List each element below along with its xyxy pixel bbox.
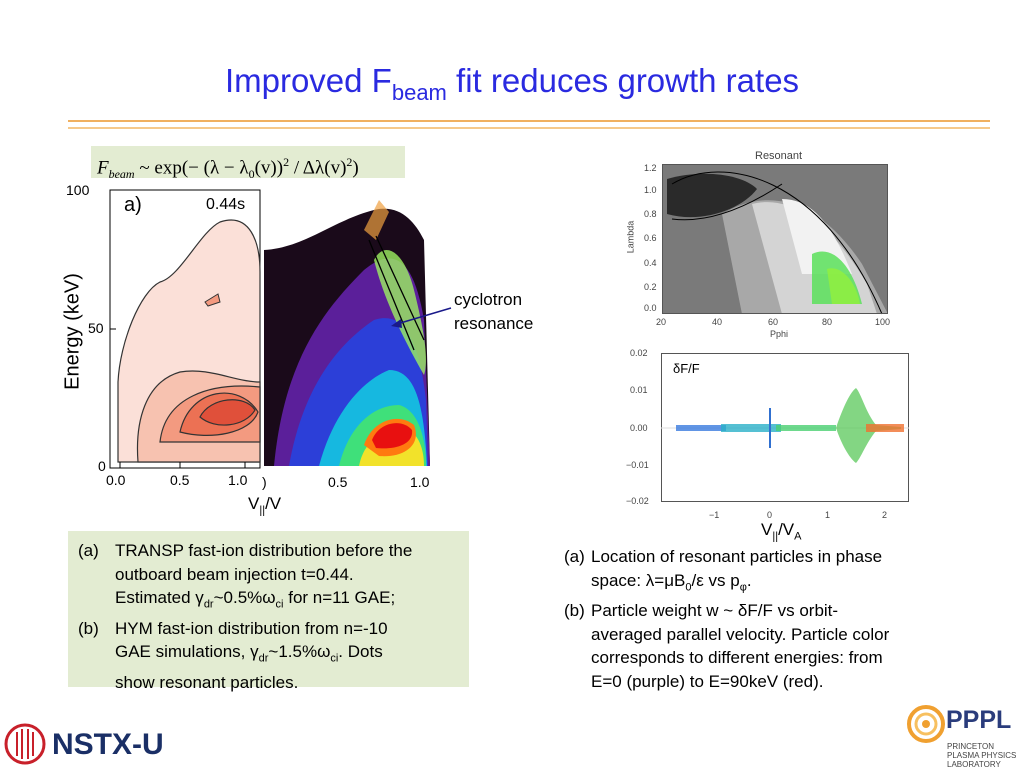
resonant-ytick: 0.8	[644, 209, 657, 219]
df-xtick: 0	[767, 510, 773, 520]
slide-title: Improved Fbeam fit reduces growth rates	[224, 62, 800, 105]
resonant-ytick: 0.2	[644, 282, 657, 292]
pppl-logo-text: PPPL	[946, 706, 1012, 734]
df-ytick: 0.01	[630, 385, 648, 395]
resonant-xtick: 40	[712, 317, 723, 327]
plot-a-xtick: 1.0	[228, 472, 248, 488]
hym-distribution-plot	[264, 200, 430, 466]
transp-contour-plot	[109, 189, 261, 469]
energy-axis-label: Energy (keV)	[61, 273, 84, 390]
resonant-ytick: 0.4	[644, 258, 657, 268]
pppl-logo-icon	[907, 705, 945, 743]
resonant-xlabel: Pphi	[770, 329, 789, 339]
plot-a-xtick: 0.0	[106, 472, 126, 488]
plot-a-ytick: 50	[88, 320, 104, 336]
resonant-xtick: 100	[875, 317, 891, 327]
caption-left-box: (a) TRANSP fast-ion distribution before t…	[68, 531, 469, 692]
plot-b-xtick: 1.0	[410, 474, 430, 490]
plot-b-xtick-edge: )	[262, 474, 267, 490]
df-xtick: 1	[825, 510, 831, 520]
plot-a-xlabel: V||/V	[248, 494, 282, 517]
cyclotron-arrow	[391, 307, 452, 328]
df-ytick: −0.01	[626, 460, 649, 470]
title-rule-bottom	[68, 127, 990, 129]
resonant-ytick: 1.2	[644, 163, 657, 173]
df-ytick: 0.00	[630, 423, 648, 433]
df-xtick: 2	[882, 510, 888, 520]
title-rule-top	[68, 120, 990, 122]
nstx-logo-text: NSTX-U	[52, 728, 164, 761]
plot-b-xtick: 0.5	[328, 474, 348, 490]
df-scatter-plot: δF/F	[661, 353, 909, 502]
df-label: δF/F	[673, 361, 700, 376]
resonant-xtick: 60	[768, 317, 779, 327]
resonant-ytick: 0.0	[644, 303, 657, 313]
nstx-logo-icon	[4, 723, 46, 765]
resonant-xtick: 20	[656, 317, 667, 327]
resonant-ytick: 1.0	[644, 185, 657, 195]
df-xlabel: V||/VA	[761, 520, 802, 543]
plot-a-xtick: 0.5	[170, 472, 190, 488]
resonant-ylabel: Lambda	[625, 220, 636, 254]
resonant-xtick: 80	[822, 317, 833, 327]
df-ytick: 0.02	[630, 348, 648, 358]
pppl-logo-subtitle: PRINCETON PLASMA PHYSICS LABORATORY	[947, 742, 1017, 769]
resonant-ytick: 0.6	[644, 233, 657, 243]
fbeam-formula: Fbeam ~ exp(− (λ − λ0(v))2 / Δλ(v)2)	[91, 146, 405, 181]
caption-left: (a) TRANSP fast-ion distribution before t…	[78, 541, 413, 693]
df-ytick: −0.02	[626, 496, 649, 506]
resonant-phase-plot	[662, 164, 888, 315]
panel-a-label: a)	[124, 194, 142, 216]
df-xtick: −1	[709, 510, 720, 520]
plot-a-ytick: 100	[66, 182, 90, 198]
resonant-title: Resonant	[755, 150, 803, 162]
time-label: 0.44s	[206, 196, 246, 213]
cyclotron-resonance-note: cyclotron resonance	[454, 290, 534, 333]
caption-right: (a) Location of resonant particles in pha…	[564, 547, 890, 691]
plot-a-ytick: 0	[98, 458, 106, 474]
